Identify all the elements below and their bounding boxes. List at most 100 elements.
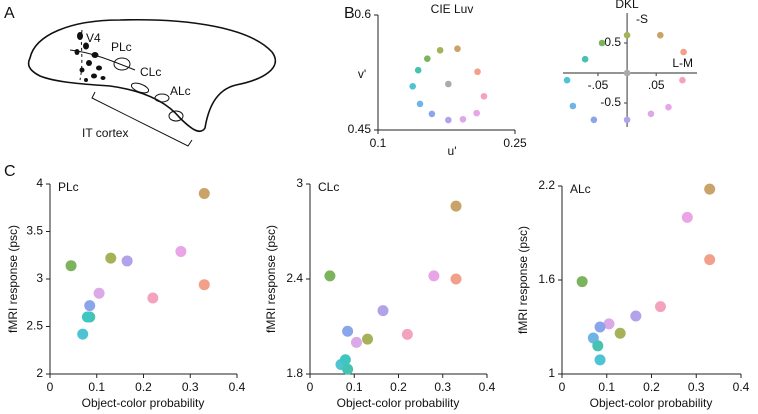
x-tick-label: 0.4	[229, 380, 246, 394]
scatter-point	[416, 100, 424, 108]
x-tick-label: 0.25	[503, 136, 527, 150]
x-tick-label: 0	[47, 380, 54, 394]
scatter-point	[121, 255, 133, 267]
chart-title: PLc	[58, 180, 79, 194]
scatter-point	[424, 55, 431, 62]
scatter-point	[614, 327, 626, 339]
x-tick-label: 0	[559, 380, 566, 394]
scatter-point	[65, 260, 77, 272]
y-tick-label: 2.4	[286, 271, 303, 285]
x-tick-label: 0.3	[182, 380, 199, 394]
scatter-point	[428, 110, 436, 118]
x-tick-label: -.05	[588, 78, 609, 92]
y-tick-label: 2.2	[538, 178, 555, 192]
scatter-point	[436, 46, 444, 54]
y-axis-label: fMRI response (psc)	[6, 225, 20, 333]
scatter-point	[342, 363, 354, 375]
scatter-point	[342, 325, 354, 337]
scatter-point	[680, 48, 687, 56]
x-tick-label: 0.4	[479, 380, 496, 394]
scatter-point	[324, 270, 336, 282]
scatter-point	[681, 211, 693, 223]
diagram-label: V4	[86, 31, 101, 45]
diagram-label: ALc	[170, 84, 191, 98]
diagram-label: PLc	[111, 40, 132, 54]
scatter-point	[598, 39, 606, 47]
scatter-point	[428, 270, 440, 282]
scatter-point	[647, 110, 655, 118]
scatter-point	[665, 103, 672, 111]
x-axis-label: Object-color probability	[82, 396, 205, 410]
scatter-point	[198, 188, 210, 199]
scatter-point	[175, 245, 187, 257]
scatter-point	[409, 83, 417, 90]
x-tick-label: 0.3	[434, 380, 451, 394]
scatter-point	[401, 328, 413, 340]
y-tick-label: 3.5	[26, 224, 43, 238]
x-axis-label: Object-color probability	[337, 396, 460, 410]
x-axis-label: Object-color probability	[590, 396, 713, 410]
chart-title: ALc	[570, 182, 591, 196]
scatter-point	[77, 328, 89, 340]
y-tick-label: 2	[36, 366, 43, 380]
x-tick-label: .05	[648, 78, 665, 92]
y-tick-label: 4	[36, 176, 43, 190]
x-tick-label: 0.2	[390, 380, 407, 394]
scatter-point	[654, 301, 666, 313]
scatter-point	[704, 254, 716, 266]
scatter-point	[198, 279, 210, 291]
scatter-point	[450, 273, 462, 285]
x-tick-label: 0	[307, 380, 314, 394]
chart-title: CLc	[318, 180, 339, 194]
x-tick-label: 0.1	[346, 380, 363, 394]
scatter-point	[480, 92, 488, 100]
scatter-point	[93, 287, 105, 299]
chart-title: CIE Luv	[431, 2, 474, 16]
x-tick-label: 0.1	[88, 380, 105, 394]
scatter-point	[594, 354, 606, 366]
brain-diagram	[27, 18, 277, 147]
scatter-point	[454, 45, 461, 53]
x-axis-label: u'	[448, 144, 457, 158]
y-axis-label: fMRI response (psc)	[516, 226, 530, 334]
x-tick-label: 0.4	[733, 380, 750, 394]
scatter-point	[445, 80, 452, 88]
scatter-point	[623, 69, 631, 77]
x-tick-label: 0.1	[598, 380, 615, 394]
y-axis-label: -S	[636, 12, 648, 26]
panel-label: B	[344, 5, 355, 22]
scatter-point	[459, 115, 467, 123]
scatter-point	[339, 354, 351, 366]
x-tick-label: 0.1	[370, 136, 387, 150]
panel-label: C	[4, 163, 16, 180]
y-tick-label: 3	[296, 176, 303, 190]
y-tick-label: 2.5	[26, 319, 43, 333]
y-tick-label: 3	[36, 271, 43, 285]
x-tick-label: 0.3	[688, 380, 705, 394]
scatter-point	[377, 305, 389, 317]
scatter-point	[147, 292, 159, 304]
scatter-point	[450, 200, 462, 212]
y-axis-label: fMRI response (psc)	[264, 225, 278, 333]
y-tick-label: 0.6	[354, 7, 371, 21]
scatter-point	[590, 116, 598, 124]
scatter-point	[474, 68, 481, 76]
scatter-point	[362, 333, 374, 345]
scatter-point	[350, 336, 362, 348]
diagram-label: IT cortex	[82, 126, 128, 140]
scatter-point	[563, 76, 571, 84]
scatter-point	[81, 311, 93, 323]
panel-label: A	[4, 5, 15, 22]
y-tick-label: 0.45	[348, 122, 372, 136]
x-tick-label: 0.2	[135, 380, 152, 394]
scatter-point	[105, 252, 117, 264]
y-tick-label: -0.5	[600, 95, 621, 109]
scatter-point	[592, 340, 604, 352]
scatter-point	[473, 109, 480, 117]
scatter-point	[84, 300, 96, 312]
chart-title: DKL	[615, 0, 639, 11]
scatter-point	[679, 76, 686, 84]
y-tick-label: 1.6	[538, 272, 555, 286]
scatter-point	[576, 276, 588, 288]
